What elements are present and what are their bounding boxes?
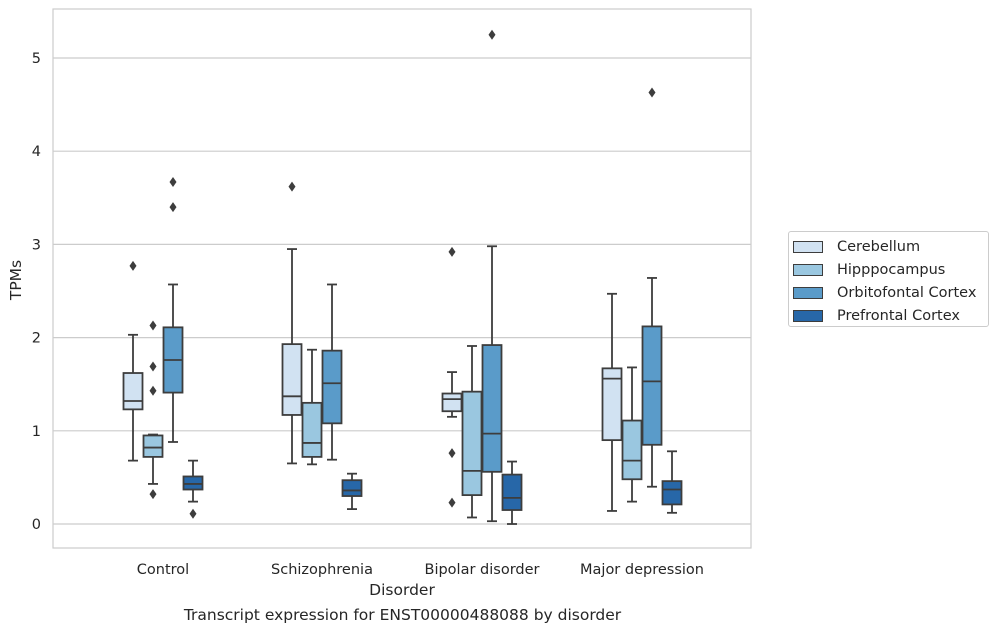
- outlier-point: [129, 260, 137, 271]
- box-prefrontal-cortex: [501, 460, 523, 525]
- outlier-point: [648, 87, 656, 98]
- outlier-point: [169, 176, 177, 187]
- box-hipppocampus: [142, 320, 164, 500]
- outlier-point: [189, 508, 197, 519]
- plot-frame: [52, 8, 752, 549]
- x-tick-label: Major depression: [580, 562, 704, 578]
- iqr-box: [621, 419, 643, 481]
- legend-swatch: [793, 286, 823, 299]
- outlier-point: [448, 448, 456, 459]
- box-cerebellum: [441, 246, 463, 508]
- y-tick-label: 1: [32, 424, 41, 440]
- iqr-box: [441, 392, 463, 413]
- box-hipppocampus: [461, 345, 483, 519]
- y-tick-label: 2: [32, 331, 41, 347]
- outlier-point: [169, 202, 177, 213]
- legend-item: Hipppocampus: [793, 259, 988, 282]
- legend-item: Cerebellum: [793, 236, 988, 259]
- box-orbitofontal-cortex: [162, 176, 184, 443]
- box-hipppocampus: [301, 348, 323, 466]
- box-orbitofontal-cortex: [321, 283, 343, 461]
- x-axis-ticks: Control Schizophrenia Bipolar disorder Majo…: [137, 562, 704, 578]
- box-cerebellum: [281, 181, 303, 465]
- iqr-box: [661, 480, 683, 506]
- chart-caption: Transcript expression for ENST0000048808…: [183, 606, 622, 624]
- y-axis-ticks: 0 1 2 3 4 5: [32, 51, 41, 533]
- legend-swatch: [793, 264, 823, 277]
- iqr-box: [341, 479, 363, 497]
- iqr-box: [142, 434, 164, 458]
- legend-label: Prefrontal Cortex: [837, 307, 960, 324]
- x-axis-label: Disorder: [369, 581, 435, 599]
- outlier-point: [288, 181, 296, 192]
- plot-boxes: [122, 29, 683, 525]
- iqr-box: [501, 473, 523, 511]
- iqr-box: [461, 390, 483, 497]
- y-tick-label: 0: [32, 517, 41, 533]
- y-tick-label: 3: [32, 237, 41, 253]
- box-orbitofontal-cortex: [481, 29, 503, 523]
- outlier-point: [149, 489, 157, 500]
- box-prefrontal-cortex: [182, 459, 204, 519]
- iqr-box: [122, 372, 144, 411]
- outlier-point: [448, 246, 456, 257]
- iqr-box: [182, 475, 204, 491]
- box-prefrontal-cortex: [661, 450, 683, 514]
- x-tick-label: Bipolar disorder: [425, 562, 540, 578]
- x-tick-label: Control: [137, 562, 189, 578]
- outlier-point: [149, 385, 157, 396]
- iqr-box: [321, 349, 343, 425]
- y-axis-label: TPMs: [7, 260, 25, 301]
- iqr-box: [301, 401, 323, 458]
- legend-swatch: [793, 241, 823, 254]
- box-orbitofontal-cortex: [641, 87, 663, 488]
- legend-swatch: [793, 309, 823, 322]
- outlier-point: [149, 361, 157, 372]
- legend-label: Orbitofontal Cortex: [837, 284, 977, 301]
- x-tick-label: Schizophrenia: [271, 562, 373, 578]
- iqr-box: [641, 325, 663, 446]
- box-cerebellum: [601, 292, 623, 512]
- legend-item: Orbitofontal Cortex: [793, 282, 988, 305]
- iqr-box: [281, 343, 303, 416]
- iqr-box: [481, 344, 503, 473]
- y-tick-label: 5: [32, 51, 41, 67]
- legend: Cerebellum Hipppocampus Orbitofontal Corte…: [788, 231, 989, 327]
- y-tick-label: 4: [32, 144, 41, 160]
- legend-label: Hipppocampus: [837, 262, 946, 279]
- box-prefrontal-cortex: [341, 472, 363, 510]
- outlier-point: [149, 320, 157, 331]
- box-hipppocampus: [621, 366, 643, 503]
- legend-label: Cerebellum: [837, 239, 921, 256]
- legend-item: Prefrontal Cortex: [793, 304, 988, 327]
- iqr-box: [601, 367, 623, 442]
- outlier-point: [448, 497, 456, 508]
- outlier-point: [488, 29, 496, 40]
- box-cerebellum: [122, 260, 144, 462]
